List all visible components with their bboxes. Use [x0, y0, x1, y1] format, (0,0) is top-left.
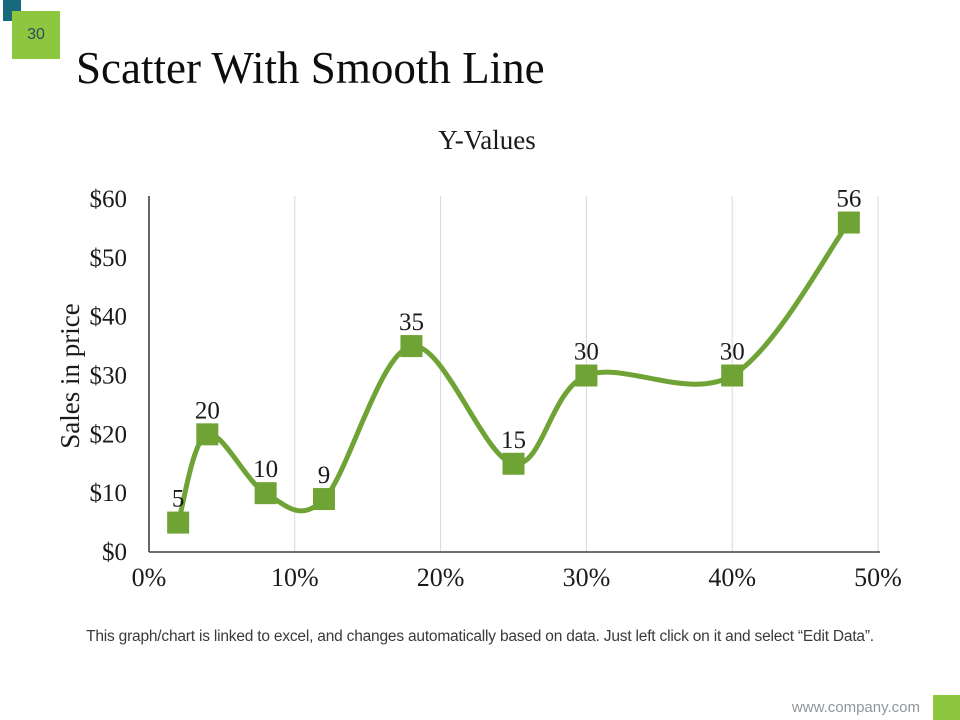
website-link[interactable]: www.company.com: [791, 699, 920, 716]
data-label: 9: [318, 462, 331, 489]
x-tick-label: 30%: [563, 563, 611, 592]
data-marker: [254, 482, 277, 505]
x-tick-label: 20%: [417, 563, 465, 592]
y-tick-label: $60: [90, 186, 128, 213]
slide-number-badge: 30: [12, 11, 60, 59]
y-tick-label: $10: [90, 480, 128, 507]
y-tick-label: $40: [90, 304, 128, 331]
data-marker: [312, 488, 335, 511]
y-tick-label: $30: [90, 363, 128, 390]
x-tick-label: 50%: [854, 563, 902, 592]
x-tick-label: 0%: [132, 563, 167, 592]
data-label: 56: [836, 186, 861, 213]
x-tick-label: 10%: [271, 563, 319, 592]
data-label: 20: [195, 397, 220, 424]
y-axis-title: Sales in price: [60, 303, 85, 448]
data-marker: [196, 423, 219, 446]
chart-title: Y-Values: [438, 125, 535, 155]
data-label: 30: [574, 339, 599, 366]
y-tick-label: $20: [90, 421, 128, 448]
y-tick-label: $50: [90, 245, 128, 272]
slide-title: Scatter With Smooth Line: [76, 43, 545, 94]
data-marker: [502, 452, 525, 475]
series-line: [175, 220, 852, 526]
data-label: 30: [720, 339, 745, 366]
data-marker: [400, 335, 423, 358]
data-label: 5: [172, 486, 185, 513]
data-marker: [167, 511, 190, 534]
data-label: 15: [501, 427, 526, 454]
chart-svg[interactable]: Y-Values Sales in price 0% 10% 20% 30% 40% 50…: [60, 120, 920, 600]
data-label: 35: [399, 309, 424, 336]
chart-linked-note: This graph/chart is linked to excel, and…: [86, 628, 874, 645]
data-marker: [837, 211, 860, 234]
green-accent-square: [933, 695, 960, 720]
y-tick-label: $0: [102, 539, 127, 566]
x-tick-label: 40%: [708, 563, 756, 592]
data-label: 10: [253, 456, 278, 483]
data-marker: [721, 364, 744, 387]
data-marker: [575, 364, 598, 387]
slide-number: 30: [27, 26, 45, 43]
